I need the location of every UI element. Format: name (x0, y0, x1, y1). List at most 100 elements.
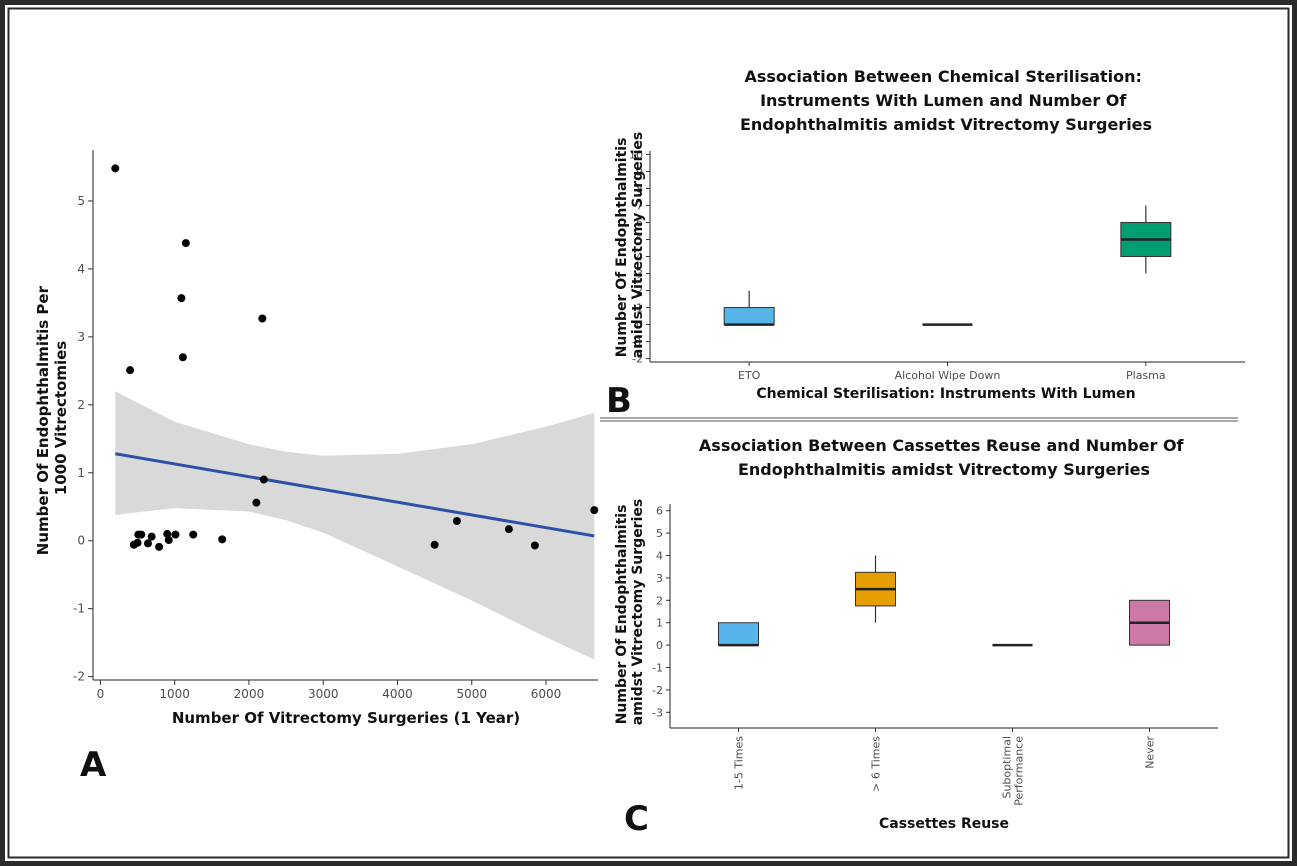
y-tick-label: 4 (656, 550, 663, 563)
panel-letter-b: B (606, 381, 632, 421)
y-tick-label: 1 (636, 302, 643, 315)
x-tick-label-line: Suboptimal (1001, 736, 1014, 799)
y-tick-label: 0 (77, 534, 85, 548)
data-point (147, 532, 156, 541)
x-tick-label: 2000 (234, 687, 265, 701)
box-6-times (855, 555, 896, 623)
y-tick-label: 0 (636, 319, 643, 332)
y-tick-label: 5 (636, 233, 643, 246)
data-point (164, 536, 173, 545)
panel-b-title-line-3: Endophthalmitis amidst Vitrectomy Surger… (740, 115, 1152, 134)
y-tick-label: -1 (652, 662, 663, 675)
y-axis-title-line-1: Number Of Endophthalmitis (614, 138, 630, 358)
y-tick-label: 3 (636, 268, 643, 281)
data-point (133, 538, 142, 547)
data-point (530, 541, 539, 550)
y-tick-label: 3 (656, 572, 663, 585)
x-tick-label: Plasma (1126, 369, 1166, 382)
y-tick-label: 6 (656, 505, 663, 518)
data-point (258, 314, 267, 323)
data-point (504, 525, 513, 534)
y-tick-label: 5 (77, 194, 85, 208)
y-tick-label: 1 (656, 617, 663, 630)
box-body (723, 307, 775, 326)
panel-b-title: Association Between Chemical Sterilisati… (740, 67, 1152, 134)
x-tick-label: 1-5 Times (733, 736, 746, 790)
data-point (163, 529, 172, 538)
y-tick-label: 2 (77, 398, 85, 412)
y-tick-label: 8 (636, 182, 643, 195)
y-axis-title-line-2: 1000 Vitrectomies (52, 341, 70, 496)
y-axis-title-line-2: amidst Vitrectomy Surgeries (630, 499, 646, 725)
x-tick-label: 5000 (456, 687, 487, 701)
y-tick-label: 2 (636, 285, 643, 298)
x-tick-label: 6000 (531, 687, 562, 701)
x-tick-label-line: > 6 Times (870, 736, 883, 792)
x-tick-label: 0 (97, 687, 105, 701)
y-tick-label: 0 (656, 639, 663, 652)
y-axis-title: Number Of Endophthalmitis amidst Vitrect… (614, 499, 646, 725)
panel-a: -2 -1 0 1 2 3 4 5 0 1000 2000 3000 4000 5000 6000 Numb… (34, 150, 599, 785)
x-tick-label: Never (1144, 736, 1157, 769)
data-point (430, 540, 439, 549)
data-point (590, 506, 599, 515)
y-tick-label: -1 (73, 602, 85, 616)
box-plasma (1120, 205, 1172, 274)
box-eto (723, 290, 775, 326)
inner-frame (7, 7, 1290, 859)
x-axis-title: Chemical Sterilisation: Instruments With… (756, 386, 1135, 402)
box-1-5-times (718, 622, 759, 647)
y-tick-label: 7 (636, 199, 643, 212)
y-tick-label: -2 (73, 670, 85, 684)
axes-layer: -2 -1 0 1 2 3 4 5 0 1000 2000 3000 4000 5000 6000 (73, 150, 598, 701)
y-tick-label: 2 (656, 594, 663, 607)
x-tick-label: Alcohol Wipe Down (895, 369, 1001, 382)
fit-line-layer (115, 452, 595, 538)
y-tick-label: -3 (652, 706, 663, 719)
y-tick-label: 1 (77, 466, 85, 480)
y-tick-label: -2 (652, 684, 663, 697)
y-tick-label: 9 (636, 165, 643, 178)
axes-layer: -3 -2 -1 0 1 2 3 4 5 6 1-5 Times > 6 Times Suboptima… (652, 504, 1218, 806)
fit-line (115, 452, 595, 538)
x-tick-label: SuboptimalPerformance (1001, 736, 1026, 806)
box-never (1129, 599, 1170, 646)
data-point (155, 542, 164, 551)
y-tick-label: 4 (77, 262, 85, 276)
y-tick-label: 10 (629, 148, 643, 161)
y-tick-label: 3 (77, 330, 85, 344)
panel-c-title-line-1: Association Between Cassettes Reuse and … (699, 436, 1185, 455)
x-tick-label: 1000 (159, 687, 190, 701)
data-point (111, 164, 120, 173)
x-tick-label-line: Performance (1013, 736, 1026, 806)
y-tick-label: 6 (636, 216, 643, 229)
boxes-layer (718, 555, 1170, 647)
panel-letter-c: C (624, 799, 649, 839)
y-tick-label: 4 (636, 251, 643, 264)
y-tick-label: -2 (632, 353, 643, 366)
box-body (718, 622, 759, 646)
data-point (171, 530, 180, 539)
panel-c-title: Association Between Cassettes Reuse and … (699, 436, 1189, 479)
x-axis-title: Number Of Vitrectomy Surgeries (1 Year) (172, 709, 520, 727)
y-tick-label: 5 (656, 527, 663, 540)
x-tick-label: ETO (738, 369, 761, 382)
data-point (177, 294, 186, 303)
data-point (143, 539, 152, 548)
y-axis-title-line-2: amidst Vitrectomy Surgeries (630, 132, 646, 358)
data-point (252, 498, 261, 507)
y-axis-title-line-1: Number Of Endophthalmitis (614, 505, 630, 725)
data-point (218, 535, 227, 544)
x-tick-label-line: 1-5 Times (733, 736, 746, 790)
data-point (178, 353, 187, 362)
panel-c: Association Between Cassettes Reuse and … (614, 436, 1218, 839)
y-axis-title-line-1: Number Of Endophthalmitis Per (34, 285, 52, 555)
data-point (126, 366, 135, 375)
data-point (181, 239, 190, 248)
x-tick-label-line: Never (1144, 736, 1157, 769)
panel-b: Association Between Chemical Sterilisati… (606, 67, 1245, 421)
x-tick-label: 3000 (308, 687, 339, 701)
boxes-layer (723, 205, 1172, 326)
